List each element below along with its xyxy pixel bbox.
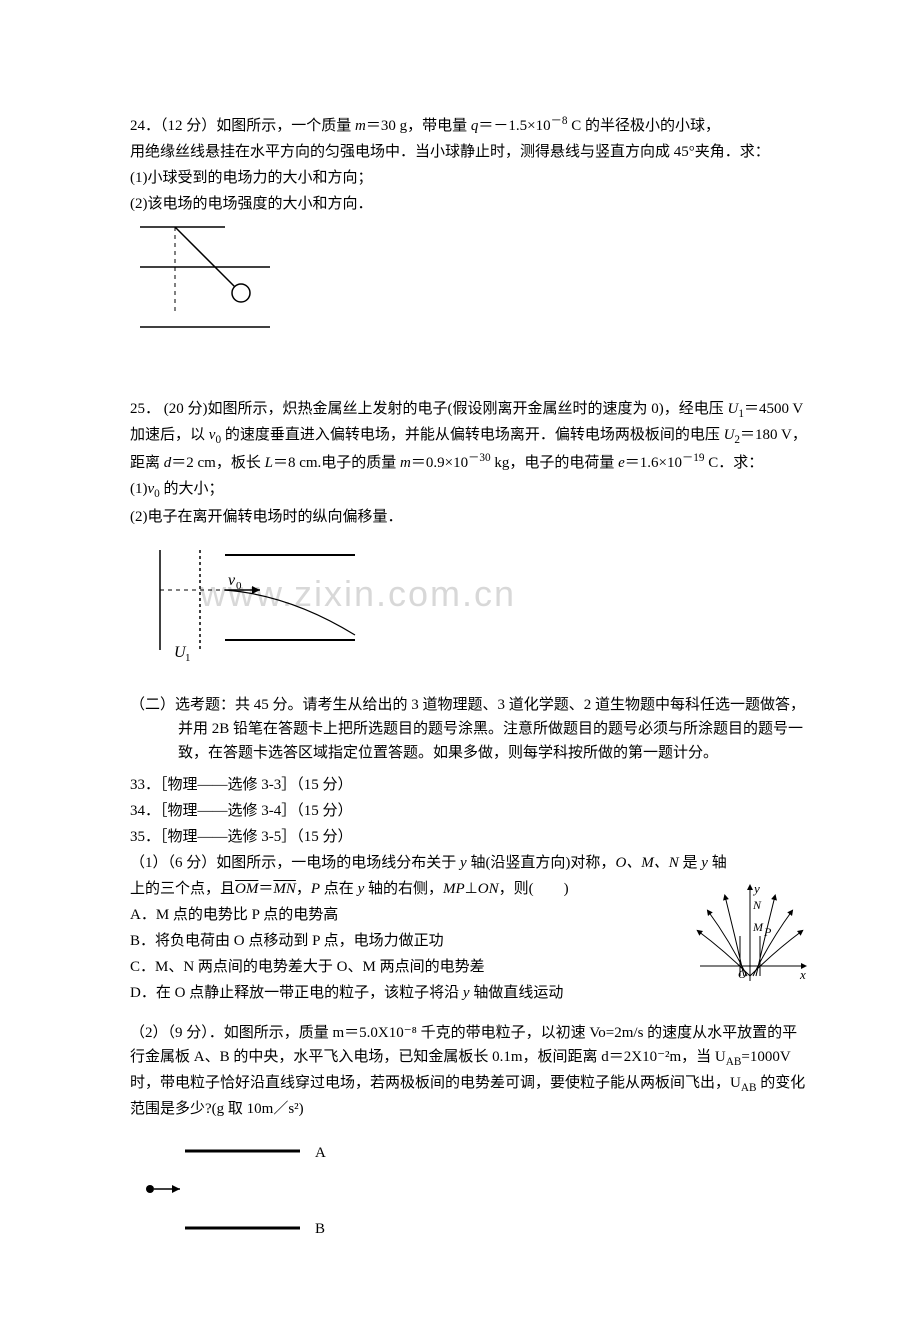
q25-sub1: (1)v0 的大小； <box>130 477 810 503</box>
q35-1-y2: y <box>701 855 708 871</box>
q35-2-uab1: AB <box>726 1056 742 1068</box>
q35-1-mp: MP <box>443 881 465 897</box>
q24-line2: 用绝缘丝线悬挂在水平方向的匀强电场中．当小球静止时，测得悬线与竖直方向成 45°… <box>130 140 810 164</box>
page-content: 24．（12 分）如图所示，一个质量 m＝30 g，带电量 q＝－1.5×10－… <box>130 112 810 1251</box>
q24-sub2: (2)该电场的电场强度的大小和方向． <box>130 192 810 216</box>
svg-text:A: A <box>315 1145 326 1161</box>
q35-1-perp: ⊥ <box>465 881 478 897</box>
q35-2-figure: A B <box>130 1133 810 1251</box>
q35-header: 35．［物理——选修 3-5］（15 分） <box>130 825 810 849</box>
q35-1-d: 轴 <box>708 855 727 871</box>
q25-m: m <box>400 455 411 471</box>
q24-sub1: (1)小球受到的电场力的大小和方向； <box>130 166 810 190</box>
q35-2-text: （2）（9 分）．如图所示，质量 m＝5.0X10⁻⁸ 千克的带电粒子，以初速 … <box>130 1021 810 1121</box>
svg-text:x: x <box>799 967 806 982</box>
q25-m-exp: －30 <box>468 452 491 464</box>
q25-m-unit: kg，电子的电荷量 <box>491 455 619 471</box>
q25-prefix: 25． (20 分)如图所示，炽热金属丝上发射的电子(假设刚离开金属丝时的速度为… <box>130 401 727 417</box>
section2-instructions: （二）选考题：共 45 分。请考生从给出的 3 道物理题、3 道化学题、2 道生… <box>130 693 810 765</box>
q35-1-c: 是 <box>679 855 702 871</box>
q24-q-eq: ＝－1.5×10 <box>478 118 550 134</box>
q35-1-2d: 轴的右侧， <box>364 881 443 897</box>
q35-2-uab2: AB <box>741 1082 757 1094</box>
q24-text: 24．（12 分）如图所示，一个质量 m＝30 g，带电量 q＝－1.5×10－… <box>130 112 810 138</box>
q25-L-eq: ＝8 cm.电子的质量 <box>273 455 400 471</box>
q24-prefix: 24．（12 分）如图所示，一个质量 <box>130 118 355 134</box>
q25-d-eq: ＝2 cm，板长 <box>171 455 264 471</box>
q35-1-b: 轴(沿竖直方向)对称， <box>467 855 616 871</box>
q35-1-optD-a: D．在 O 点静止释放一带正电的粒子，该粒子将沿 <box>130 985 463 1001</box>
q35-1-2b: ， <box>296 881 311 897</box>
q24-m-eq: ＝30 g，带电量 <box>366 118 471 134</box>
q34: 34．［物理——选修 3-4］（15 分） <box>130 799 810 823</box>
q25-L: L <box>265 455 273 471</box>
q25-text: 25． (20 分)如图所示，炽热金属丝上发射的电子(假设刚离开金属丝时的速度为… <box>130 397 810 475</box>
q25-sub2: (2)电子在离开偏转电场时的纵向偏移量． <box>130 505 810 529</box>
svg-text:1: 1 <box>185 652 191 664</box>
q35-1-block: （1）（6 分）如图所示，一电场的电场线分布关于 y 轴(沿竖直方向)对称，O、… <box>130 851 810 1005</box>
q24-q-exp: －8 <box>551 115 568 127</box>
q25-e-eq: ＝1.6×10 <box>625 455 682 471</box>
q25-svg: v 0 U 1 <box>130 535 360 665</box>
q35-1-2e: ，则( ) <box>499 881 569 897</box>
q35-2-a: （2）（9 分）．如图所示，质量 m＝5.0X10⁻⁸ 千克的带电粒子，以初速 … <box>130 1025 797 1065</box>
svg-text:N: N <box>752 898 762 912</box>
q35-1-a: （1）（6 分）如图所示，一电场的电场线分布关于 <box>130 855 460 871</box>
q25-sub1a: (1) <box>130 481 148 497</box>
q25-mid1: 的速度垂直进入偏转电场，并能从偏转电场离开．偏转电场两极板间的电压 <box>221 427 724 443</box>
q25-u2: U <box>724 427 735 443</box>
q25-e-unit: C．求： <box>705 455 764 471</box>
q35-1-omn: O、M、N <box>615 855 678 871</box>
q35-1-optD-y: y <box>463 985 470 1001</box>
q25-u1: U <box>727 401 738 417</box>
q35-1-2a: 上的三个点，且 <box>130 881 235 897</box>
q35-1-figure: y x O M N P <box>690 881 810 991</box>
q35-2-svg: A B <box>130 1133 360 1243</box>
q35-1-mn: MN <box>273 881 296 897</box>
q35-1-om: OM <box>235 881 258 897</box>
q25-sub1d: 的大小； <box>160 481 224 497</box>
q25-figure: www.zixin.com.cn v 0 U 1 <box>130 535 810 673</box>
svg-text:P: P <box>763 925 772 939</box>
q35-1-eq: ＝ <box>258 881 273 897</box>
q24-q-unit: C 的半径极小的小球， <box>567 118 720 134</box>
svg-text:v: v <box>228 572 236 589</box>
svg-text:O: O <box>738 967 747 981</box>
q35-1-2c: 点在 <box>320 881 358 897</box>
q24-svg <box>130 222 280 337</box>
q33: 33．［物理——选修 3-3］（15 分） <box>130 773 810 797</box>
svg-text:0: 0 <box>236 580 242 592</box>
q25-m-eq: ＝0.9×10 <box>411 455 468 471</box>
svg-text:B: B <box>315 1221 325 1237</box>
q25-e: e <box>618 455 625 471</box>
q35-1-p: P <box>311 881 320 897</box>
q24-figure <box>130 222 810 345</box>
q35-1-optD-b: 轴做直线运动 <box>470 985 564 1001</box>
q25-e-exp: －19 <box>682 452 705 464</box>
q24-m: m <box>355 118 366 134</box>
svg-text:M: M <box>752 920 764 934</box>
q35-1-on: ON <box>478 881 499 897</box>
q35-1-y1: y <box>460 855 467 871</box>
q35-1-line1: （1）（6 分）如图所示，一电场的电场线分布关于 y 轴(沿竖直方向)对称，O、… <box>130 851 810 875</box>
svg-text:y: y <box>752 881 760 896</box>
